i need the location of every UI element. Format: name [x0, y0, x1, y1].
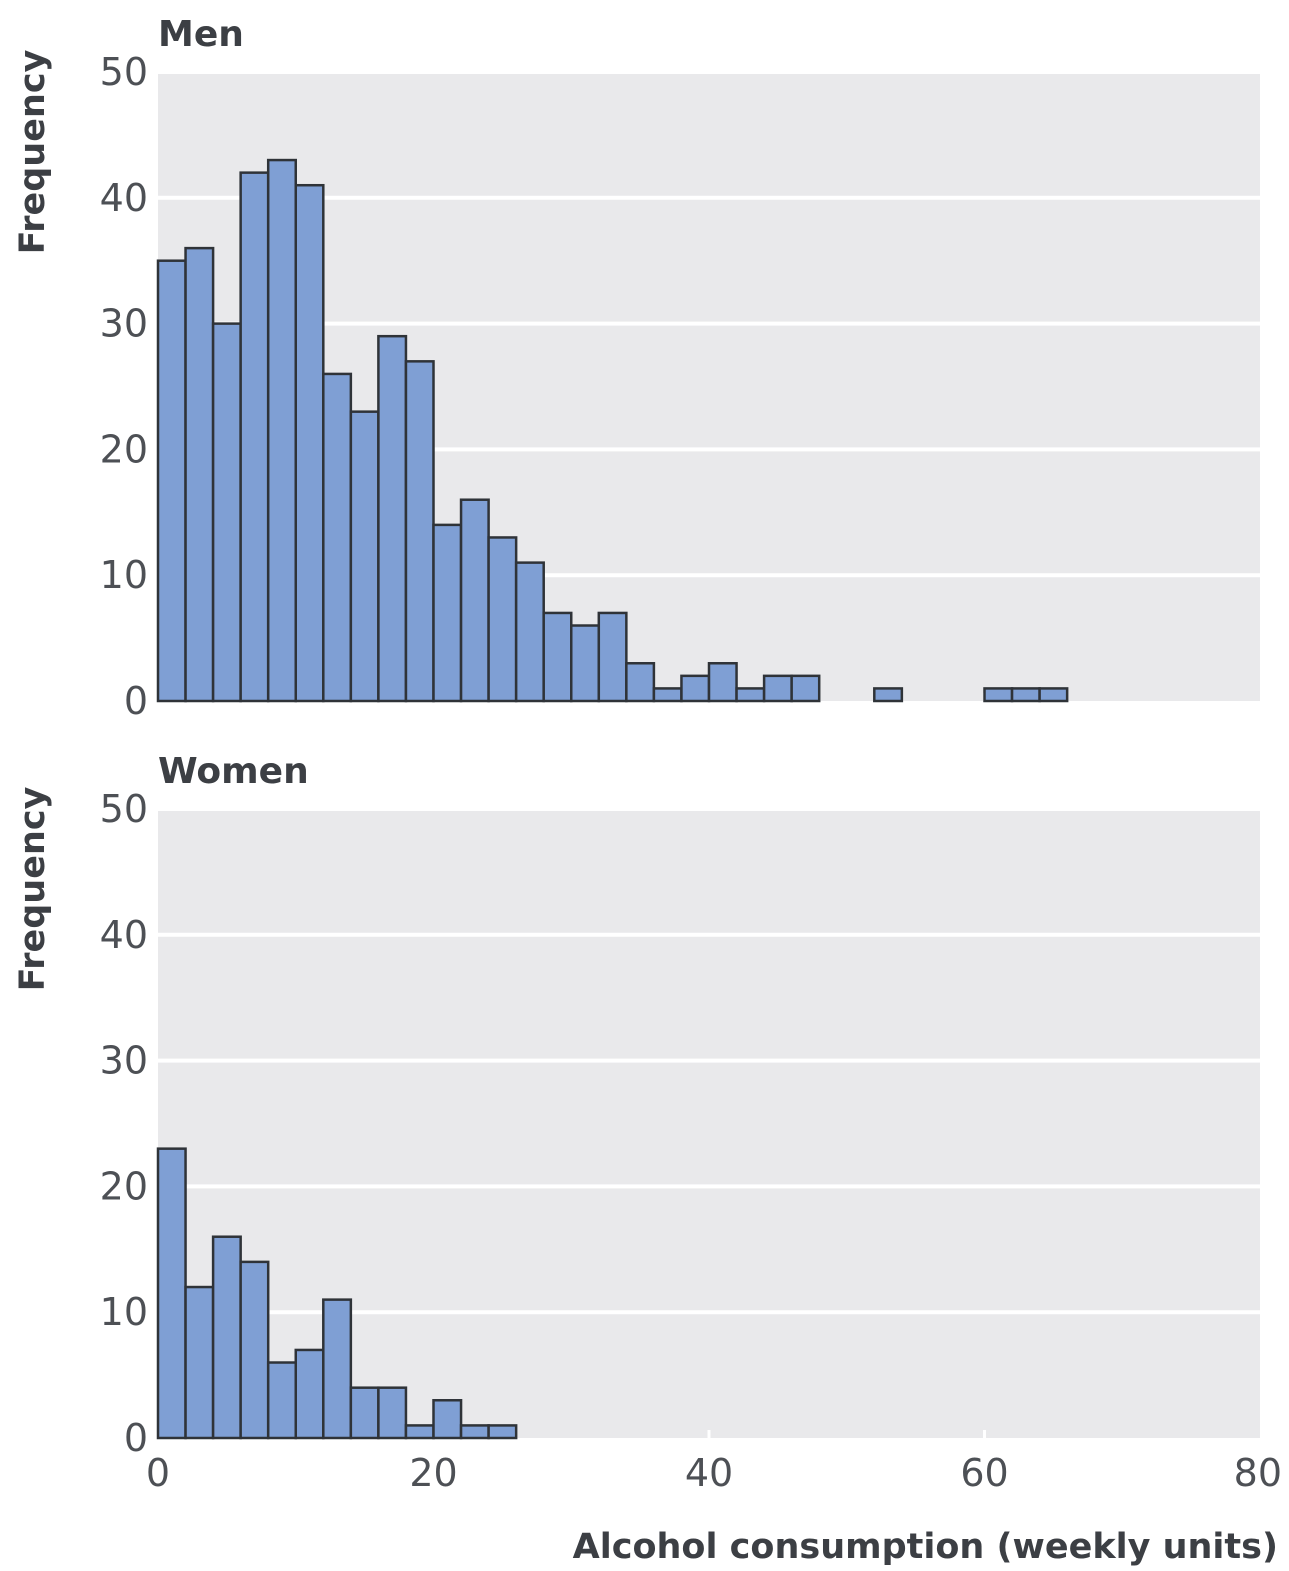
bar-men-6	[239, 171, 270, 703]
bar-women-0	[156, 1147, 187, 1440]
y-tick-label-women-40: 40	[100, 913, 148, 957]
y-axis-label-men: Frequency	[13, 49, 53, 254]
y-tick-label-women-10: 10	[100, 1290, 148, 1334]
y-tick-label-men-30: 30	[100, 302, 148, 346]
bar-men-42	[735, 687, 766, 703]
bar-men-10	[294, 183, 325, 703]
y-tick-label-women-50: 50	[100, 787, 148, 831]
bar-women-6	[239, 1260, 270, 1440]
panel-title-women: Women	[158, 751, 309, 792]
y-tick-label-men-50: 50	[100, 50, 148, 94]
bar-men-34	[625, 662, 656, 703]
bar-men-12	[322, 372, 353, 703]
bar-men-18	[404, 360, 435, 703]
panel-title-men: Men	[158, 14, 244, 55]
y-tick-label-women-0: 0	[124, 1416, 148, 1460]
bar-men-24	[487, 536, 518, 703]
y-tick-label-men-0: 0	[124, 679, 148, 723]
bar-men-60	[983, 687, 1014, 703]
bar-men-28	[542, 611, 573, 703]
bar-men-4	[211, 322, 242, 703]
bar-men-44	[762, 674, 793, 703]
y-tick-label-men-10: 10	[100, 553, 148, 597]
bar-women-18	[404, 1424, 435, 1440]
bar-men-20	[432, 523, 463, 703]
y-axis-label-women: Frequency	[13, 786, 53, 991]
bar-men-32	[597, 611, 628, 703]
x-axis-label: Alcohol consumption (weekly units)	[573, 1527, 1278, 1567]
bar-women-12	[322, 1298, 353, 1440]
bar-women-16	[377, 1386, 408, 1440]
bar-men-0	[156, 259, 187, 703]
bar-men-14	[349, 410, 380, 703]
bar-women-8	[266, 1361, 298, 1440]
bar-men-22	[459, 498, 490, 703]
x-tick-label-80: 80	[1234, 1451, 1282, 1495]
x-tick-label-20: 20	[409, 1451, 457, 1495]
bar-men-52	[873, 687, 904, 703]
y-tick-label-women-30: 30	[100, 1039, 148, 1083]
bar-women-14	[349, 1386, 380, 1440]
panel-women: Women Frequency Alcohol consumption (wee…	[13, 751, 1282, 1567]
bar-men-46	[790, 674, 821, 703]
bar-women-20	[432, 1399, 463, 1440]
bar-men-38	[680, 674, 711, 703]
x-tick-label-60: 60	[960, 1451, 1008, 1495]
bar-men-16	[377, 334, 408, 703]
bar-men-64	[1038, 687, 1069, 703]
bar-women-22	[459, 1424, 490, 1440]
bar-men-62	[1010, 687, 1041, 703]
bar-women-2	[184, 1285, 215, 1440]
bar-women-4	[211, 1235, 242, 1440]
x-tick-label-40: 40	[685, 1451, 733, 1495]
bar-women-10	[294, 1348, 325, 1440]
bar-men-8	[266, 158, 298, 703]
y-tick-label-men-40: 40	[100, 176, 148, 220]
bar-men-2	[184, 246, 215, 703]
x-tick-label-0: 0	[146, 1451, 170, 1495]
bar-men-30	[570, 624, 601, 703]
bar-men-40	[707, 662, 738, 703]
y-tick-label-women-20: 20	[100, 1164, 148, 1208]
panel-men: Men Frequency 0 10 20 30 40 50	[13, 14, 1260, 723]
bar-men-36	[652, 687, 683, 703]
bar-women-24	[487, 1424, 518, 1440]
y-tick-label-men-20: 20	[100, 427, 148, 471]
bar-men-26	[514, 561, 545, 703]
